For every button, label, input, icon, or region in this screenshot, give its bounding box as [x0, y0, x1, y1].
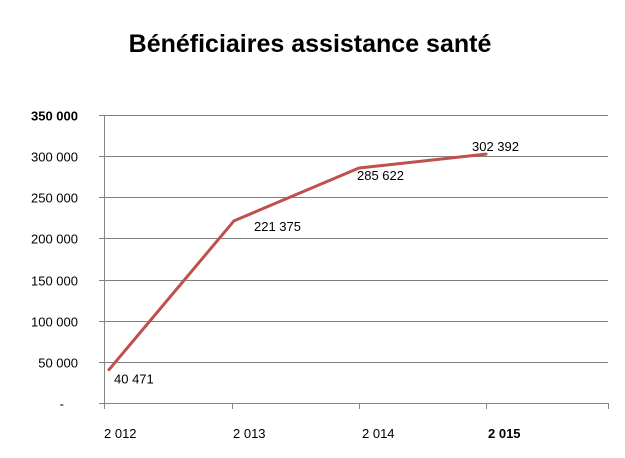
- axes: [99, 115, 609, 409]
- data-label: 302 392: [472, 139, 519, 154]
- y-axis-tick-labels: - 50 000 100 000 150 000 200 000 250 000 300 0…: [31, 109, 78, 412]
- y-tick-label: 100 000: [31, 315, 78, 330]
- series-lines: [107, 152, 488, 372]
- x-tick-label: 2 014: [362, 426, 395, 441]
- data-labels: 40 471 221 375 285 622 302 392: [114, 139, 519, 387]
- gridlines: [99, 115, 608, 363]
- x-tick-label: 2 013: [233, 426, 266, 441]
- x-tick-label: 2 015: [488, 426, 521, 441]
- y-tick-label: 50 000: [38, 356, 78, 371]
- y-tick-label: 200 000: [31, 232, 78, 247]
- y-tick-label: 150 000: [31, 274, 78, 289]
- x-axis-tick-labels: 2 012 2 013 2 014 2 015: [104, 426, 521, 441]
- y-tick-label: 350 000: [31, 109, 78, 124]
- data-label: 40 471: [114, 372, 154, 387]
- y-tick-label: 250 000: [31, 191, 78, 206]
- data-label: 221 375: [254, 219, 301, 234]
- series-line-0: [107, 152, 488, 372]
- data-label: 285 622: [357, 168, 404, 183]
- y-tick-label: -: [60, 397, 64, 412]
- x-tick-label: 2 012: [104, 426, 137, 441]
- chart-title: Bénéficiaires assistance santé: [129, 30, 492, 58]
- y-tick-label: 300 000: [31, 150, 78, 165]
